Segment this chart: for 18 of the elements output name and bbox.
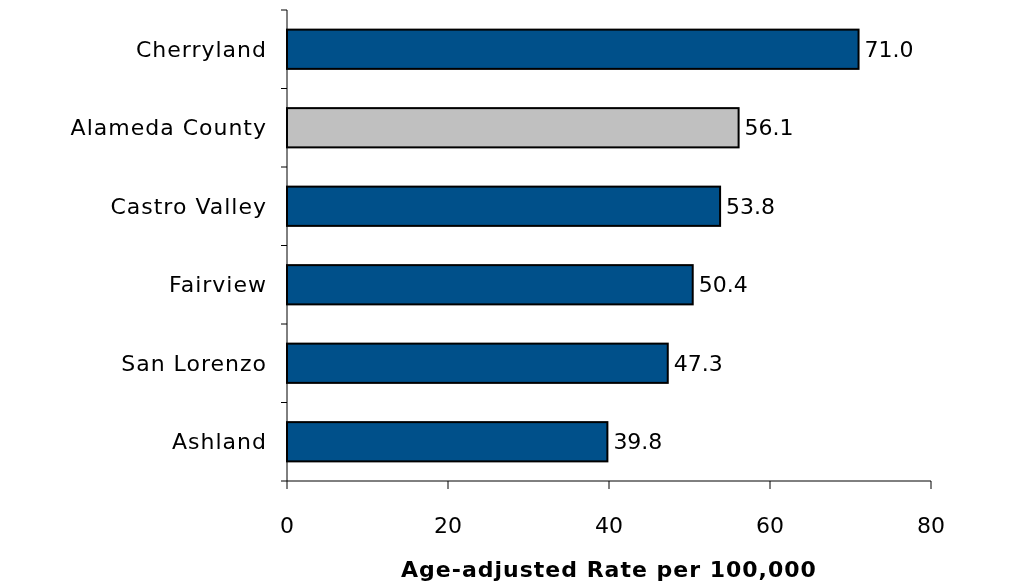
x-tick-label: 20 [434,513,462,538]
y-tick-label: Cherryland [135,36,267,62]
x-tick-label: 0 [280,513,294,538]
y-tick-label: San Lorenzo [121,350,267,376]
data-label: 56.1 [744,115,794,141]
y-tick-label: Castro Valley [110,193,267,219]
y-tick-label: Ashland [172,429,267,455]
data-label: 53.8 [726,193,776,219]
data-label: 39.8 [613,429,663,455]
y-tick-label: Fairview [169,272,267,298]
data-label: 71.0 [864,36,914,62]
x-axis-title: Age-adjusted Rate per 100,000 [401,557,817,582]
y-tick-label: Alameda County [70,115,267,141]
x-tick-label: 60 [756,513,784,538]
x-tick-label: 40 [595,513,623,538]
data-label: 50.4 [698,272,748,298]
data-label: 47.3 [673,350,723,376]
x-tick-label: 80 [917,513,945,538]
